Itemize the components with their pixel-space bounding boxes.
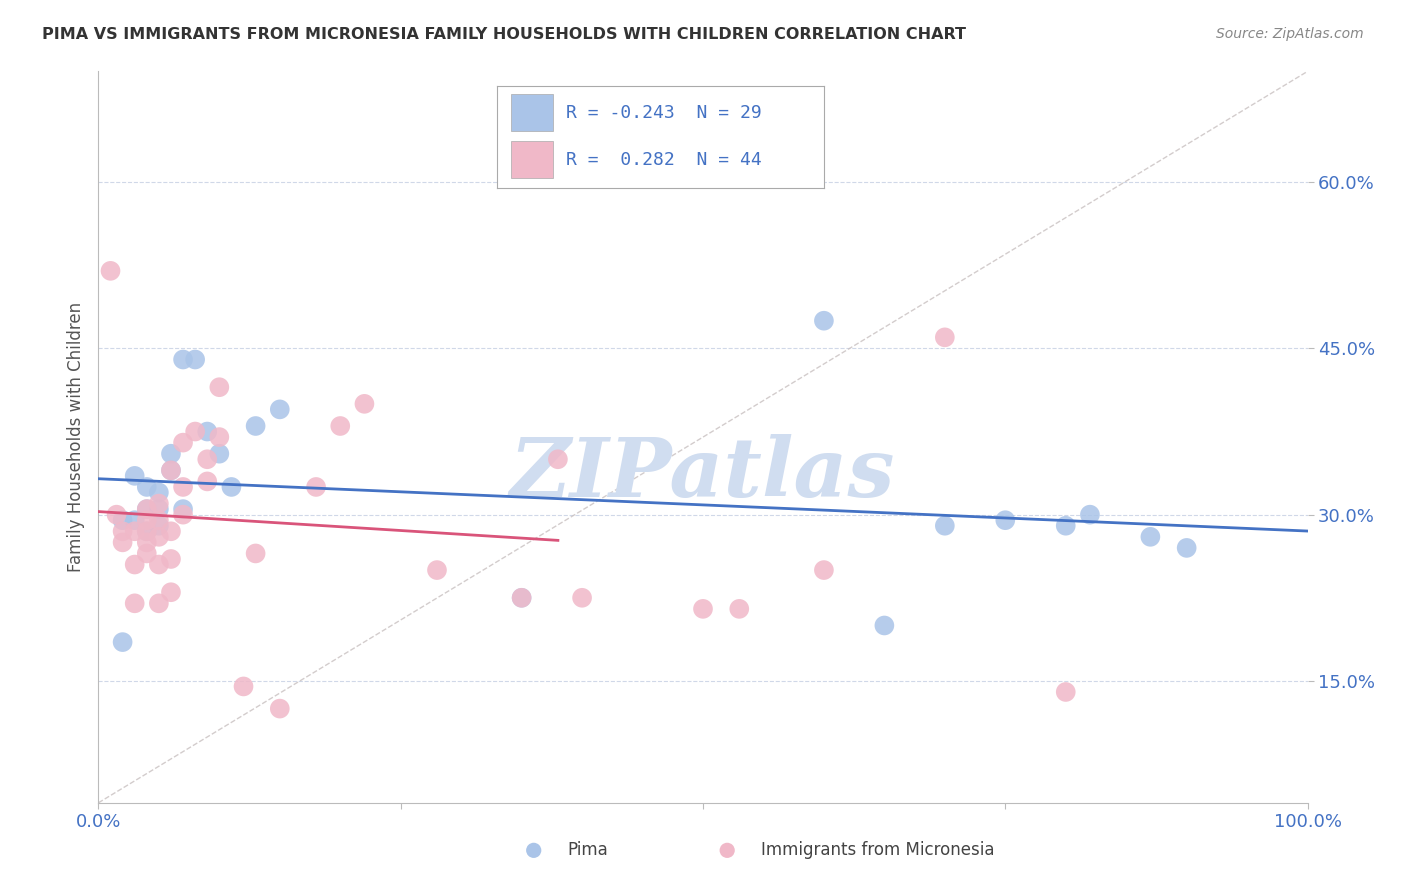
Point: [172, 480, 194, 494]
Point: [571, 591, 593, 605]
Point: [135, 524, 157, 539]
Point: [124, 596, 146, 610]
Point: [135, 502, 157, 516]
Point: [172, 352, 194, 367]
Point: [148, 530, 170, 544]
Point: [1078, 508, 1101, 522]
Point: [269, 402, 291, 417]
Point: [195, 425, 218, 439]
Point: [510, 591, 533, 605]
Point: [111, 635, 134, 649]
Point: [100, 264, 122, 278]
Point: [934, 518, 956, 533]
Point: [111, 513, 134, 527]
Point: [426, 563, 449, 577]
Point: [148, 513, 170, 527]
Point: [124, 468, 146, 483]
Point: [105, 508, 128, 522]
Point: [1175, 541, 1198, 555]
Point: [232, 680, 254, 694]
Point: [208, 447, 231, 461]
Point: [135, 480, 157, 494]
Point: [269, 701, 291, 715]
Point: [245, 546, 267, 560]
Point: [172, 508, 194, 522]
Point: [148, 497, 170, 511]
Point: [195, 475, 218, 489]
Text: ZIPatlas: ZIPatlas: [510, 434, 896, 514]
Point: [547, 452, 569, 467]
Point: [510, 591, 533, 605]
Point: [1054, 518, 1077, 533]
Point: [184, 425, 207, 439]
Point: [135, 535, 157, 549]
Point: [135, 524, 157, 539]
Point: [353, 397, 375, 411]
Point: [1139, 530, 1161, 544]
Point: [160, 552, 183, 566]
Point: [172, 502, 194, 516]
Point: [329, 419, 352, 434]
Y-axis label: Family Households with Children: Family Households with Children: [66, 302, 84, 572]
Point: [135, 502, 157, 516]
Point: [813, 563, 835, 577]
Point: [160, 463, 183, 477]
Point: [172, 435, 194, 450]
Point: [692, 602, 714, 616]
Point: [148, 485, 170, 500]
Point: [160, 463, 183, 477]
Point: [124, 524, 146, 539]
Point: [873, 618, 896, 632]
Point: [195, 452, 218, 467]
Point: [111, 524, 134, 539]
Point: [813, 314, 835, 328]
Point: [148, 596, 170, 610]
Point: [208, 430, 231, 444]
Point: [135, 546, 157, 560]
Point: [160, 447, 183, 461]
Point: [135, 513, 157, 527]
Point: [934, 330, 956, 344]
Point: [148, 502, 170, 516]
Point: [148, 558, 170, 572]
Point: [208, 380, 231, 394]
Point: [111, 535, 134, 549]
Text: PIMA VS IMMIGRANTS FROM MICRONESIA FAMILY HOUSEHOLDS WITH CHILDREN CORRELATION C: PIMA VS IMMIGRANTS FROM MICRONESIA FAMIL…: [42, 27, 966, 42]
Point: [221, 480, 243, 494]
Point: [245, 419, 267, 434]
Point: [124, 558, 146, 572]
Point: [124, 513, 146, 527]
Point: [1054, 685, 1077, 699]
Point: [160, 585, 183, 599]
Point: [305, 480, 328, 494]
Point: [160, 524, 183, 539]
Point: [728, 602, 751, 616]
Text: Source: ZipAtlas.com: Source: ZipAtlas.com: [1216, 27, 1364, 41]
Point: [148, 518, 170, 533]
Point: [994, 513, 1017, 527]
Point: [184, 352, 207, 367]
